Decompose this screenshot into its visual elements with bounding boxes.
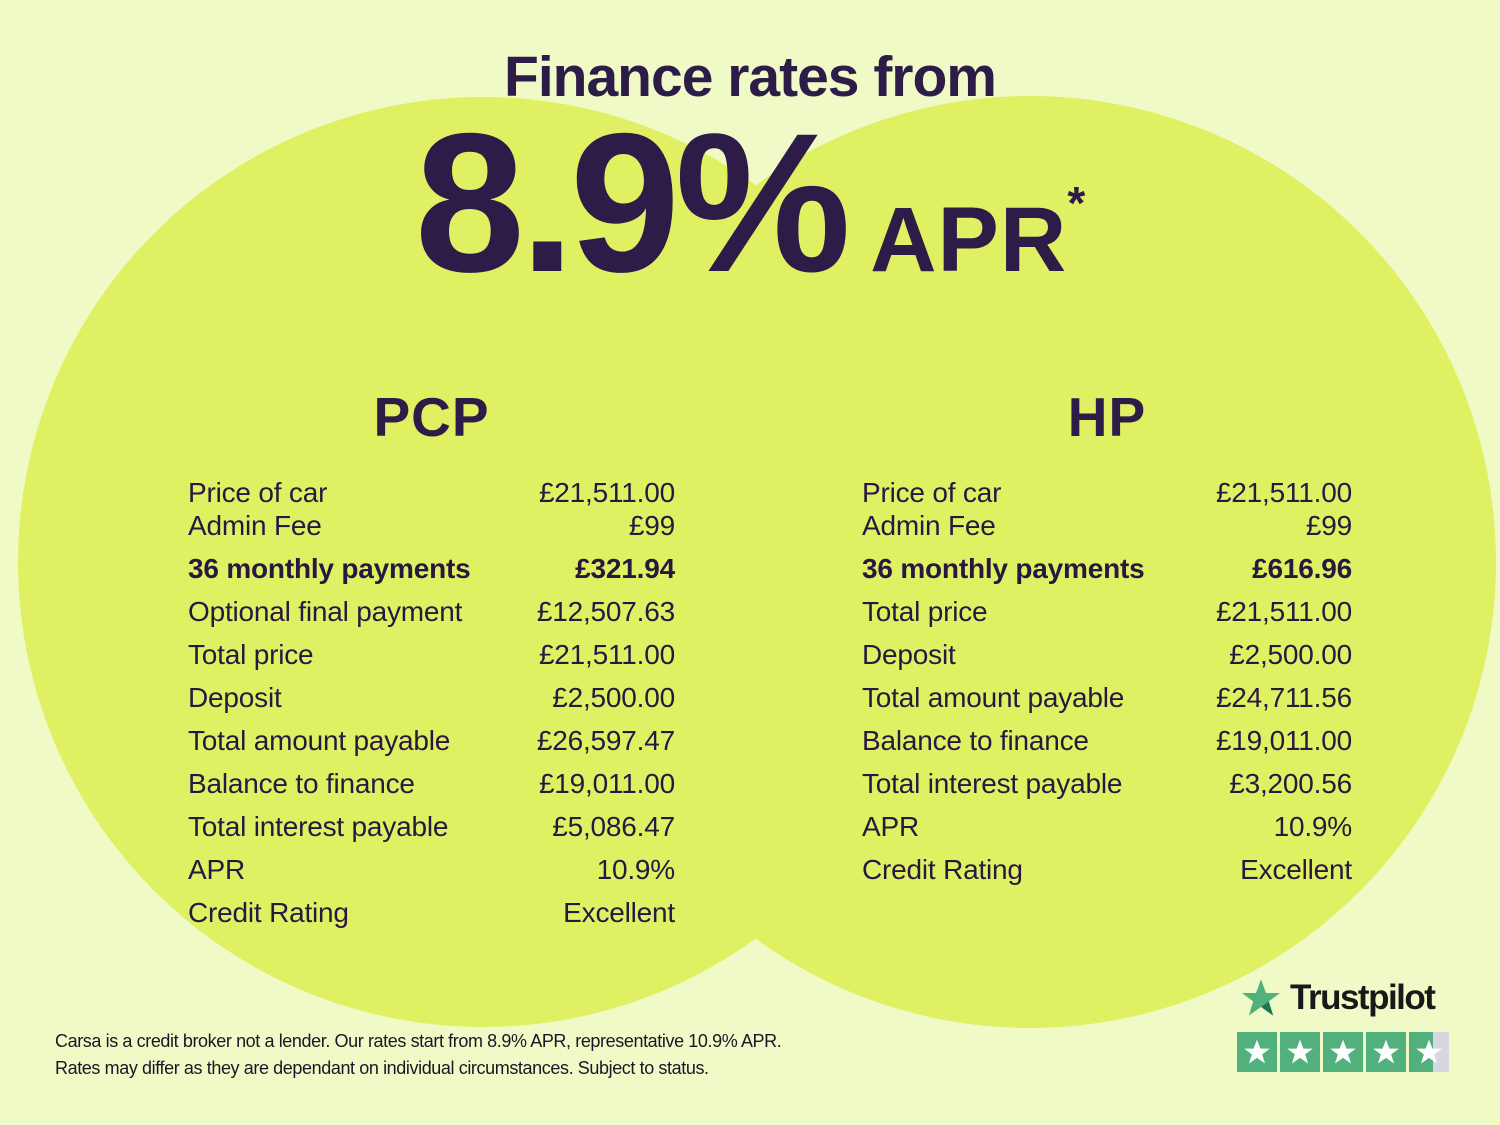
row-label: Admin Fee (188, 510, 322, 541)
trustpilot-star (1409, 1032, 1449, 1072)
row-label: Credit Rating (862, 854, 1023, 885)
table-row: Admin Fee £99 (862, 509, 1352, 542)
row-value: £99 (1305, 510, 1352, 541)
table-row: APR 10.9% (188, 853, 675, 886)
row-label: Balance to finance (188, 768, 415, 799)
row-label: Optional final payment (188, 596, 463, 627)
table-row: Total interest payable £5,086.47 (188, 810, 675, 843)
table-row: Credit Rating Excellent (862, 853, 1352, 886)
table-row: Price of car £21,511.00 (862, 476, 1352, 509)
row-value: £99 (628, 510, 675, 541)
trustpilot-star (1237, 1032, 1277, 1072)
background-circle-right (564, 96, 1496, 1028)
table-row: Total price £21,511.00 (862, 595, 1352, 628)
table-row: Deposit £2,500.00 (188, 681, 675, 714)
pcp-heading: PCP (373, 386, 490, 448)
trustpilot-wordmark: Trustpilot (1290, 978, 1436, 1017)
row-value: 10.9% (1273, 811, 1353, 842)
trustpilot-logo: Trustpilot (1241, 978, 1436, 1018)
hp-table: Price of car £21,511.00 Admin Fee £99 36… (862, 476, 1352, 886)
row-label: Admin Fee (862, 510, 996, 541)
row-value: Excellent (1240, 854, 1352, 885)
row-value: £21,511.00 (1215, 477, 1352, 508)
row-value: £12,507.63 (536, 596, 675, 627)
row-label: Total amount payable (188, 725, 451, 756)
row-value: £19,011.00 (1215, 725, 1352, 756)
row-value: £21,511.00 (538, 477, 675, 508)
row-value: £19,011.00 (538, 768, 675, 799)
row-value: £321.94 (575, 553, 675, 584)
row-label: Balance to finance (862, 725, 1089, 756)
row-label: Credit Rating (188, 897, 349, 928)
row-value: £616.96 (1252, 553, 1352, 584)
row-value: £2,500.00 (1229, 639, 1352, 670)
trustpilot-star (1323, 1032, 1363, 1072)
table-row: Deposit £2,500.00 (862, 638, 1352, 671)
rate-headline: 8.9% APR* (0, 104, 1500, 302)
page-title: Finance rates from (504, 45, 997, 109)
row-label: Price of car (188, 477, 328, 508)
row-label: Total interest payable (188, 811, 449, 842)
disclaimer: Carsa is a credit broker not a lender. O… (55, 1028, 782, 1082)
row-value: £21,511.00 (538, 639, 675, 670)
rate-value: 8.9% (414, 92, 851, 313)
row-label: Total amount payable (862, 682, 1125, 713)
table-row: Balance to finance £19,011.00 (188, 767, 675, 800)
table-row: Total price £21,511.00 (188, 638, 675, 671)
row-value: £21,511.00 (1215, 596, 1352, 627)
rate-unit: APR* (870, 177, 1086, 291)
hp-section: HP Price of car £21,511.00 Admin Fee £99… (862, 388, 1352, 886)
row-value: £26,597.47 (536, 725, 675, 756)
star-icon (1330, 1039, 1356, 1064)
row-value: £3,200.56 (1229, 768, 1352, 799)
trustpilot-star (1366, 1032, 1406, 1072)
row-label: 36 monthly payments (862, 553, 1145, 584)
row-label: Total price (188, 639, 314, 670)
trustpilot-star (1280, 1032, 1320, 1072)
star-icon (1244, 1039, 1270, 1064)
star-icon (1373, 1039, 1399, 1064)
table-row: Optional final payment £12,507.63 (188, 595, 675, 628)
row-label: APR (862, 811, 919, 842)
table-row: Total amount payable £26,597.47 (188, 724, 675, 757)
pcp-table: Price of car £21,511.00 Admin Fee £99 36… (188, 476, 675, 929)
row-label: APR (188, 854, 245, 885)
table-row: 36 monthly payments £616.96 (862, 552, 1352, 585)
table-row: Total interest payable £3,200.56 (862, 767, 1352, 800)
table-row: Balance to finance £19,011.00 (862, 724, 1352, 757)
table-row: Total amount payable £24,711.56 (862, 681, 1352, 714)
row-value: £24,711.56 (1215, 682, 1352, 713)
pcp-section: PCP Price of car £21,511.00 Admin Fee £9… (188, 388, 675, 929)
table-row: Price of car £21,511.00 (188, 476, 675, 509)
row-value: £5,086.47 (552, 811, 675, 842)
row-label: 36 monthly payments (188, 553, 471, 584)
table-row: Credit Rating Excellent (188, 896, 675, 929)
hp-heading: HP (1067, 386, 1147, 448)
row-label: Total price (862, 596, 988, 627)
row-label: Deposit (862, 639, 956, 670)
table-row: APR 10.9% (862, 810, 1352, 843)
row-value: Excellent (563, 897, 675, 928)
trustpilot-star-icon (1242, 979, 1280, 1016)
star-icon (1287, 1039, 1313, 1064)
trustpilot-rating-stars (1237, 1032, 1449, 1072)
row-label: Total interest payable (862, 768, 1123, 799)
disclaimer-line-1: Carsa is a credit broker not a lender. O… (55, 1031, 782, 1051)
row-label: Deposit (188, 682, 282, 713)
rate-asterisk: * (1067, 177, 1086, 229)
star-icon (1416, 1039, 1442, 1064)
table-row: 36 monthly payments £321.94 (188, 552, 675, 585)
table-row: Admin Fee £99 (188, 509, 675, 542)
disclaimer-line-2: Rates may differ as they are dependant o… (55, 1058, 709, 1078)
row-value: £2,500.00 (552, 682, 675, 713)
row-label: Price of car (862, 477, 1002, 508)
row-value: 10.9% (596, 854, 676, 885)
